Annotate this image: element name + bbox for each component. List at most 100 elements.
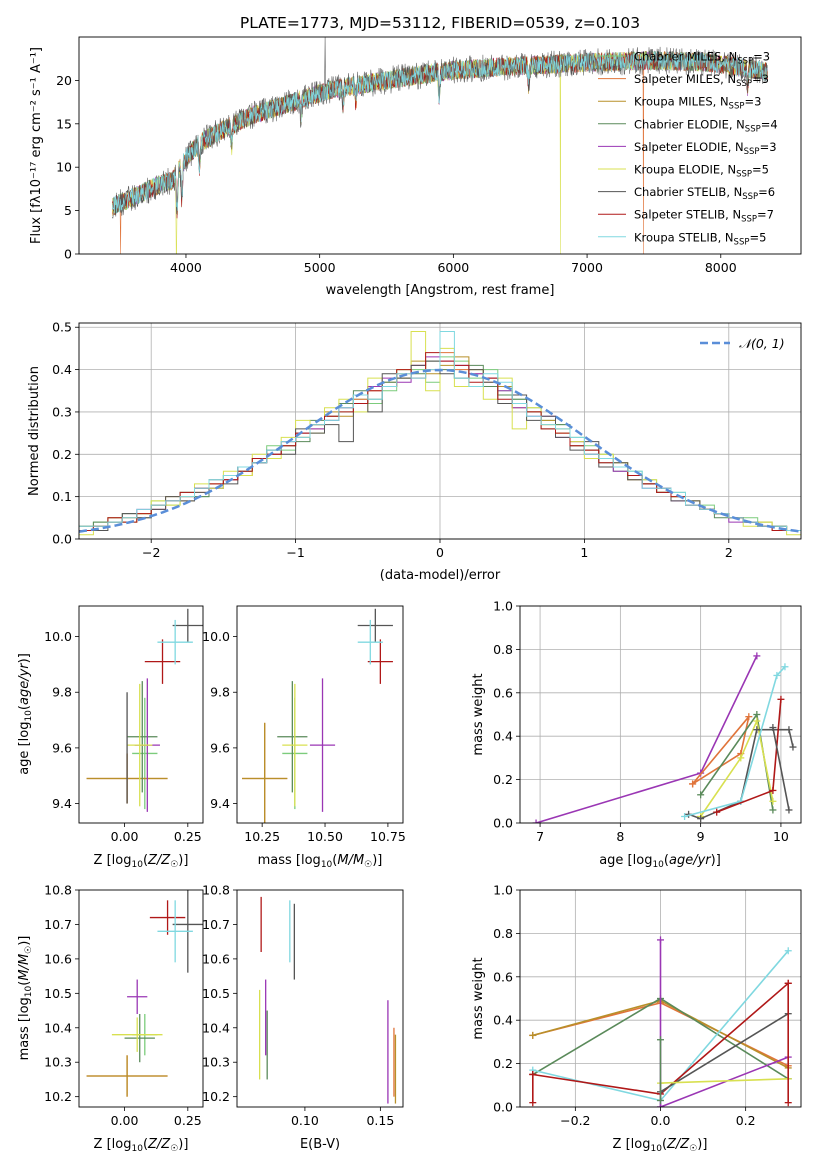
mass_vs_ebv-panel: 0.10 0.15 10.2 10.3 10.4 10.5 10.6 10.7 10.8 E(B-… xyxy=(202,883,404,1152)
age_vs_mass-panel: 10.25 10.50 10.75 9.4 9.6 9.8 10.0 mass [log10(… xyxy=(202,605,406,870)
x-tick-label: −0.2 xyxy=(560,1113,590,1128)
legend-label: Kroupa STELIB, NSSP=5 xyxy=(634,230,766,247)
spectrum-legend: Chabrier MILES, NSSP=3 Salpeter MILES, NS… xyxy=(598,50,778,247)
axes-frame xyxy=(78,889,204,1108)
x-tick-label: 9 xyxy=(697,829,705,844)
x-tick-label: 8000 xyxy=(705,260,737,275)
y-tick-label: 0.0 xyxy=(493,1100,513,1115)
x-tick-label: −2 xyxy=(142,545,160,560)
x-axis-label: (data-model)/error xyxy=(380,568,501,583)
mass_vs_ebv-points xyxy=(258,896,397,1104)
legend-label: Chabrier MILES, NSSP=3 xyxy=(634,50,770,67)
x-tick-label: 0.0 xyxy=(651,1113,671,1128)
x-tick-label: 0 xyxy=(436,545,444,560)
legend-label: Salpeter MILES, NSSP=3 xyxy=(634,72,769,89)
y-tick-label: 0.4 xyxy=(493,1013,513,1028)
y-axis-label: Flux [fλ10⁻¹⁷ erg cm⁻² s⁻¹ A⁻¹] xyxy=(29,47,44,244)
y-tick-label: 20 xyxy=(56,73,72,88)
y-tick-label: 9.4 xyxy=(210,796,230,811)
y-tick-label: 10.7 xyxy=(202,917,230,932)
y-tick-label: 10.4 xyxy=(202,1020,230,1035)
y-tick-label: 5 xyxy=(64,203,72,218)
age_vs_mass-points xyxy=(242,608,393,823)
y-tick-label: 10.5 xyxy=(44,986,72,1001)
x-axis-label: wavelength [Angstrom, rest frame] xyxy=(326,283,555,298)
y-tick-label: 0.1 xyxy=(52,489,72,504)
y-axis-label: mass [log10(M/M☉)] xyxy=(17,936,34,1061)
y-tick-label: 10 xyxy=(56,160,72,175)
y-tick-label: 10.3 xyxy=(202,1055,230,1070)
weight_vs_Z-lines xyxy=(529,936,792,1107)
weight_vs_age-panel: 7 8 9 10 0.0 0.2 0.4 0.6 0.8 1.0 age [log10(age/yr… xyxy=(471,599,802,870)
age_vs_Z-points xyxy=(86,608,203,812)
y-tick-label: 10.0 xyxy=(202,629,230,644)
x-tick-label: 0.15 xyxy=(366,1113,394,1128)
y-tick-label: 10.3 xyxy=(44,1055,72,1070)
spectrum-kroupa_stelib xyxy=(112,51,768,214)
y-tick-label: 10.5 xyxy=(202,986,230,1001)
x-axis-label: mass [log10(M/M☉)] xyxy=(258,853,383,870)
mass_vs_Z-panel: 0.00 0.25 10.2 10.3 10.4 10.5 10.6 10.7 10.8 Z [l… xyxy=(17,883,204,1154)
y-axis-label: Normed distribution xyxy=(27,366,42,496)
series-kroupa_stelib xyxy=(684,666,786,818)
spectrum-panel: 4000 5000 6000 7000 8000 0 5 10 15 20 wavelength [… xyxy=(29,36,802,298)
x-axis-label: Z [log10(Z/Z☉)] xyxy=(613,1137,708,1154)
x-tick-label: 10.75 xyxy=(370,829,406,844)
y-tick-label: 0 xyxy=(64,247,72,262)
y-tick-label: 10.7 xyxy=(44,917,72,932)
axes-frame xyxy=(78,605,204,824)
y-tick-label: 0.0 xyxy=(493,816,513,831)
y-tick-label: 10.0 xyxy=(44,629,72,644)
y-tick-label: 0.0 xyxy=(52,532,72,547)
y-tick-label: 1.0 xyxy=(493,883,513,898)
series-kroupa_elodie xyxy=(660,1078,789,1084)
legend-label: Kroupa MILES, NSSP=3 xyxy=(634,95,761,112)
axes-frame xyxy=(519,889,802,1108)
x-tick-label: 7000 xyxy=(571,260,603,275)
axes-frame xyxy=(236,605,404,824)
x-tick-label: 0.25 xyxy=(174,1113,202,1128)
y-tick-label: 0.4 xyxy=(493,729,513,744)
normal-curve xyxy=(79,368,801,533)
y-tick-label: 10.6 xyxy=(202,951,230,966)
x-tick-label: 2 xyxy=(725,545,733,560)
y-tick-label: 0.2 xyxy=(493,772,513,787)
y-axis-label: mass weight xyxy=(471,673,486,755)
legend-label: Salpeter ELODIE, NSSP=3 xyxy=(634,140,777,157)
weight_vs_Z-panel: −0.2 0.0 0.2 0.0 0.2 0.4 0.6 0.8 1.0 Z [log10(Z/Z… xyxy=(471,883,802,1154)
axes-frame xyxy=(236,889,404,1108)
y-tick-label: 9.6 xyxy=(210,740,230,755)
y-tick-label: 10.2 xyxy=(202,1089,230,1104)
y-tick-label: 10.2 xyxy=(44,1089,72,1104)
axes-frame xyxy=(519,605,802,824)
x-tick-label: 0.2 xyxy=(736,1113,756,1128)
series-kroupa_elodie xyxy=(699,718,774,817)
y-tick-label: 9.8 xyxy=(52,685,72,700)
x-axis-label: age [log10(age/yr)] xyxy=(599,853,721,870)
x-tick-label: 10.25 xyxy=(244,829,280,844)
y-tick-label: 9.6 xyxy=(52,740,72,755)
y-tick-label: 0.2 xyxy=(493,1056,513,1071)
x-tick-label: 8 xyxy=(616,829,624,844)
x-tick-label: 6000 xyxy=(437,260,469,275)
x-tick-label: 10 xyxy=(773,829,789,844)
residuals-panel: −2 −1 0 1 2 0.0 0.1 0.2 0.3 0.4 0.5 (data-model)/er… xyxy=(27,320,802,583)
legend-label: Chabrier ELODIE, NSSP=4 xyxy=(634,117,778,134)
y-tick-label: 0.5 xyxy=(52,320,72,335)
series-salpeter_elodie xyxy=(535,655,758,823)
y-tick-label: 9.4 xyxy=(52,796,72,811)
x-tick-label: −1 xyxy=(286,545,304,560)
spectrum-lines xyxy=(112,37,768,254)
legend-label: Salpeter STELIB, NSSP=7 xyxy=(634,208,774,225)
y-tick-label: 10.4 xyxy=(44,1020,72,1035)
x-tick-label: 7 xyxy=(536,829,544,844)
x-axis-label: Z [log10(Z/Z☉)] xyxy=(94,853,189,870)
series-salpeter_elodie xyxy=(660,1056,789,1107)
mass_vs_Z-points xyxy=(86,890,203,1097)
figure-title: PLATE=1773, MJD=53112, FIBERID=0539, z=0… xyxy=(240,14,640,32)
y-tick-label: 10.6 xyxy=(44,951,72,966)
age_vs_Z-panel: 0.00 0.25 9.4 9.6 9.8 10.0 Z [log10(Z/Z☉)] age … xyxy=(17,605,204,870)
y-tick-label: 10.8 xyxy=(202,883,230,898)
series-chabrier_stelib xyxy=(772,727,790,811)
